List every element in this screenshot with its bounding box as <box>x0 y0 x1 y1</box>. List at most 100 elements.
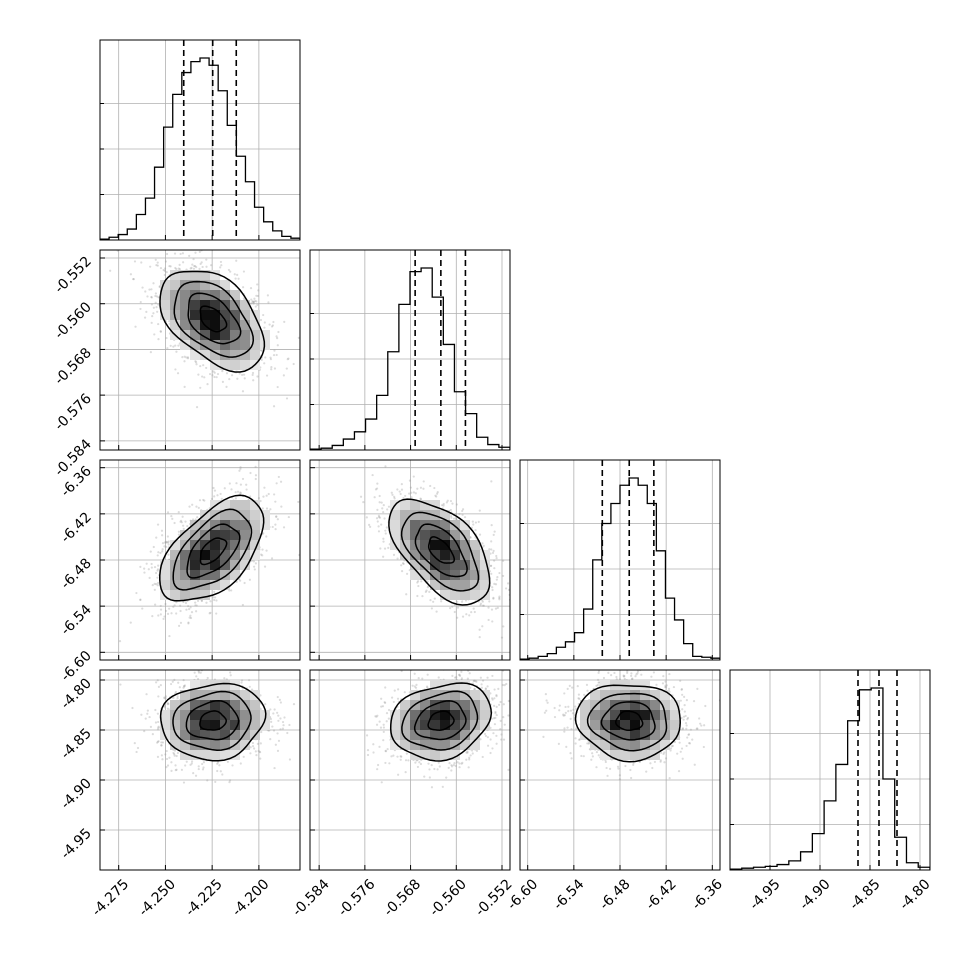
scatter-point <box>493 567 496 570</box>
scatter-point <box>256 303 259 306</box>
scatter-point <box>152 282 155 285</box>
scatter-point <box>157 725 160 728</box>
scatter-point <box>157 303 160 306</box>
density-cell <box>210 340 220 350</box>
scatter-point <box>144 717 147 720</box>
scatter-point <box>274 500 277 503</box>
density-cell <box>190 550 200 560</box>
density-cell <box>400 550 410 560</box>
scatter-point <box>491 551 495 554</box>
scatter-point <box>498 571 501 575</box>
scatter-point <box>197 671 201 674</box>
density-cell <box>220 560 230 570</box>
scatter-point <box>160 744 163 747</box>
scatter-point <box>383 517 386 520</box>
density-cell <box>260 330 270 340</box>
scatter-point <box>269 738 272 741</box>
scatter-point <box>212 486 215 490</box>
density-cell <box>430 540 440 550</box>
density-cell <box>410 560 420 570</box>
density-cell <box>160 580 170 590</box>
density-cell <box>200 270 210 280</box>
scatter-point <box>165 541 168 544</box>
scatter-point <box>261 507 264 510</box>
scatter-point <box>205 258 208 261</box>
density-cell <box>260 510 270 520</box>
scatter-point <box>384 465 387 468</box>
scatter-point <box>275 515 278 518</box>
density-cell <box>220 340 230 350</box>
scatter-point <box>380 523 383 526</box>
density-cell <box>190 530 200 540</box>
scatter-point <box>256 294 260 298</box>
scatter-point <box>237 277 240 280</box>
scatter-point <box>176 697 179 700</box>
density-cell <box>420 510 430 520</box>
scatter-point <box>239 467 242 470</box>
scatter-point <box>490 564 493 567</box>
scatter-point <box>260 358 263 362</box>
scatter-point <box>261 554 264 557</box>
scatter-point <box>188 254 191 257</box>
scatter-point <box>449 499 453 503</box>
scatter-point <box>429 484 432 488</box>
histogram-step-1 <box>310 267 510 450</box>
scatter-point <box>398 458 400 460</box>
scatter-point <box>195 406 199 409</box>
scatter-point <box>432 600 435 603</box>
scatter-point <box>426 580 429 583</box>
density-cell <box>450 560 460 570</box>
scatter-point <box>498 598 501 601</box>
density-cell <box>210 320 220 330</box>
density-cell <box>240 320 250 330</box>
density-cell <box>410 520 420 530</box>
scatter-point <box>488 600 491 603</box>
scatter-point <box>149 351 152 354</box>
panel-frame <box>99 249 301 451</box>
scatter-point <box>168 246 170 248</box>
scatter-point <box>166 535 169 538</box>
scatter-point <box>195 363 198 366</box>
scatter-point <box>195 604 198 607</box>
scatter-point <box>490 572 493 575</box>
density-cell <box>210 290 220 300</box>
scatter-point <box>276 385 279 389</box>
scatter-point <box>514 616 516 618</box>
scatter-point <box>225 372 229 375</box>
scatter-point <box>167 540 170 543</box>
density-cell <box>240 520 250 530</box>
density-cell <box>470 570 480 580</box>
scatter-point <box>272 712 275 715</box>
scatter-point <box>140 261 143 264</box>
scatter-point <box>472 607 475 610</box>
scatter-point <box>269 358 273 361</box>
scatter-point <box>257 497 261 500</box>
scatter-point <box>272 405 276 408</box>
scatter-point <box>400 488 404 491</box>
scatter-point <box>255 300 258 303</box>
scatter-point <box>315 463 317 465</box>
scatter-point <box>199 262 202 265</box>
scatter-point <box>190 266 193 269</box>
scatter-point <box>186 524 189 528</box>
scatter-point <box>189 616 193 620</box>
scatter-point <box>210 264 213 267</box>
scatter-point <box>474 521 478 524</box>
scatter-point <box>150 303 154 306</box>
density-cell <box>210 580 220 590</box>
scatter-point <box>175 350 178 353</box>
density-cell <box>240 550 250 560</box>
scatter-point <box>163 615 166 618</box>
density-cell <box>220 530 230 540</box>
histogram-step-2 <box>520 477 720 660</box>
scatter-point <box>251 300 254 304</box>
scatter-point <box>150 321 153 324</box>
scatter-point <box>154 708 157 712</box>
density-cell <box>230 500 240 510</box>
scatter-point <box>165 540 168 543</box>
scatter-point <box>362 501 365 504</box>
scatter-point <box>409 486 412 489</box>
scatter-point <box>169 344 172 347</box>
density-cell <box>180 270 190 280</box>
scatter-point <box>400 570 404 573</box>
